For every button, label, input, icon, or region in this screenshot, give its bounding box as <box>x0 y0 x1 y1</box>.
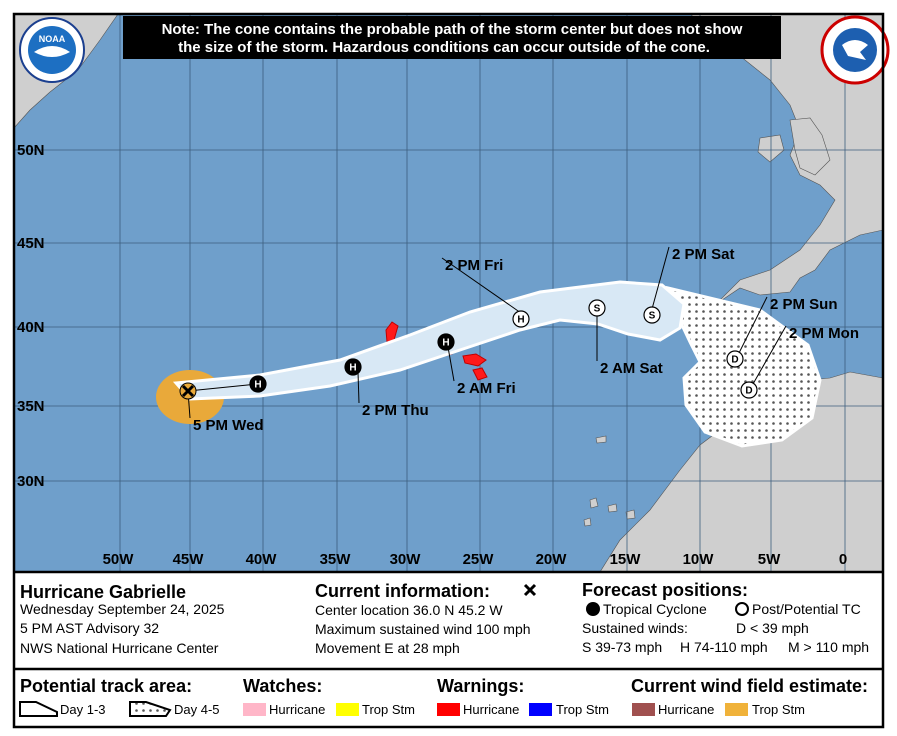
map: H H H H S S D D 5 PM Wed 2 PM Thu 2 AM Fri 2 PM Fri… <box>14 14 883 572</box>
panel-text: Trop Stm <box>362 702 415 717</box>
panel-text: Current wind field estimate: <box>631 676 868 696</box>
forecast-symbol: S <box>649 311 656 322</box>
forecast-point <box>249 375 267 393</box>
longitude-label: 5W <box>758 551 781 568</box>
leader-line <box>738 296 768 354</box>
longitude-label: 50W <box>103 551 135 568</box>
panel-text: Trop Stm <box>752 702 805 717</box>
cone-note: the size of the storm. Hazardous conditi… <box>178 39 710 56</box>
latitude-label: 30N <box>17 473 45 490</box>
latitude-label: 45N <box>17 235 45 252</box>
longitude-label: 15W <box>610 551 642 568</box>
panel-text: M > 110 mph <box>788 639 869 655</box>
panel-text: Day 4-5 <box>174 702 220 717</box>
panel-icons <box>19 583 749 717</box>
latitude-label: 40N <box>17 319 45 336</box>
panel-text: Day 1-3 <box>60 702 106 717</box>
panel-text: Hurricane Gabrielle <box>20 582 186 602</box>
forecast-point <box>726 350 744 368</box>
forecast-point <box>588 299 606 317</box>
forecast-time-label: 5 PM Wed <box>193 417 264 434</box>
longitude-label: 25W <box>463 551 495 568</box>
forecast-time-label: 2 PM Sun <box>770 296 838 313</box>
panel-text: Post/Potential TC <box>752 601 861 617</box>
note-box <box>123 16 781 59</box>
longitude-label: 0 <box>839 551 847 568</box>
panel-text: Watches: <box>243 676 322 696</box>
panel-text: Hurricane <box>269 702 325 717</box>
longitude-label: 10W <box>683 551 715 568</box>
forecast-symbol: H <box>442 338 449 349</box>
forecast-point <box>437 333 455 351</box>
panel-text: 5 PM AST Advisory 32 <box>20 620 159 636</box>
forecast-symbol: S <box>594 304 601 315</box>
leader-line <box>441 257 522 314</box>
latitude-label: 50N <box>17 142 45 159</box>
forecast-time-label: 2 AM Fri <box>457 380 516 397</box>
panel-text: Forecast positions: <box>582 580 748 600</box>
panel-text: S 39-73 mph <box>582 639 662 655</box>
panel-text: H 74-110 mph <box>680 639 768 655</box>
logo-text: NOAA <box>39 34 66 44</box>
panel-text: Wednesday September 24, 2025 <box>20 601 225 617</box>
leader-line <box>447 346 455 382</box>
forecast-symbol: D <box>731 355 738 366</box>
forecast-point <box>512 310 530 328</box>
frame <box>12 12 885 729</box>
forecast-time-label: 2 PM Mon <box>789 325 859 342</box>
leader-line <box>357 371 360 404</box>
leader-line <box>752 325 787 385</box>
longitude-label: 20W <box>536 551 568 568</box>
forecast-point <box>643 306 661 324</box>
longitude-label: 45W <box>173 551 205 568</box>
panel-text: D < 39 mph <box>736 620 809 636</box>
panel-text: NWS National Hurricane Center <box>20 640 219 656</box>
longitude-label: 30W <box>390 551 422 568</box>
leader-line <box>651 246 670 310</box>
panel-text: Current information: <box>315 581 490 601</box>
latitude-label: 35N <box>17 398 45 415</box>
panel-text: Hurricane <box>658 702 714 717</box>
forecast-symbol: H <box>254 380 261 391</box>
panel-text: Sustained winds: <box>582 620 688 636</box>
forecast-time-label: 2 AM Sat <box>600 360 663 377</box>
panel-text: Movement E at 28 mph <box>315 640 460 656</box>
cone-note: Note: The cone contains the probable pat… <box>162 21 743 38</box>
longitude-label: 40W <box>246 551 278 568</box>
current-position-x <box>181 384 195 398</box>
longitude-label: 35W <box>320 551 352 568</box>
cone-day-1-3 <box>172 280 686 401</box>
forecast-time-label: 2 PM Thu <box>362 402 429 419</box>
noaa-logo <box>19 17 85 83</box>
panel-text: Potential track area: <box>20 676 192 696</box>
panel-text: Hurricane <box>463 702 519 717</box>
cone-day-4-5 <box>665 285 822 448</box>
forecast-point <box>344 358 362 376</box>
forecast-time-label: 2 PM Fri <box>445 257 503 274</box>
panel-text: Center location 36.0 N 45.2 W <box>315 602 503 618</box>
track-line <box>187 383 259 392</box>
forecast-symbol: D <box>745 386 752 397</box>
panel-text: Warnings: <box>437 676 524 696</box>
track: H H H H S S D D 5 PM Wed 2 PM Thu 2 AM Fri 2 PM Fri… <box>179 246 859 434</box>
forecast-point <box>740 381 758 399</box>
forecast-time-label: 2 PM Sat <box>672 246 735 263</box>
panel-text: Trop Stm <box>556 702 609 717</box>
forecast-symbol: H <box>517 315 524 326</box>
panel-text: Tropical Cyclone <box>603 601 707 617</box>
nws-logo <box>820 15 890 85</box>
forecast-symbol: H <box>349 363 356 374</box>
panel-text: Maximum sustained wind 100 mph <box>315 621 531 637</box>
